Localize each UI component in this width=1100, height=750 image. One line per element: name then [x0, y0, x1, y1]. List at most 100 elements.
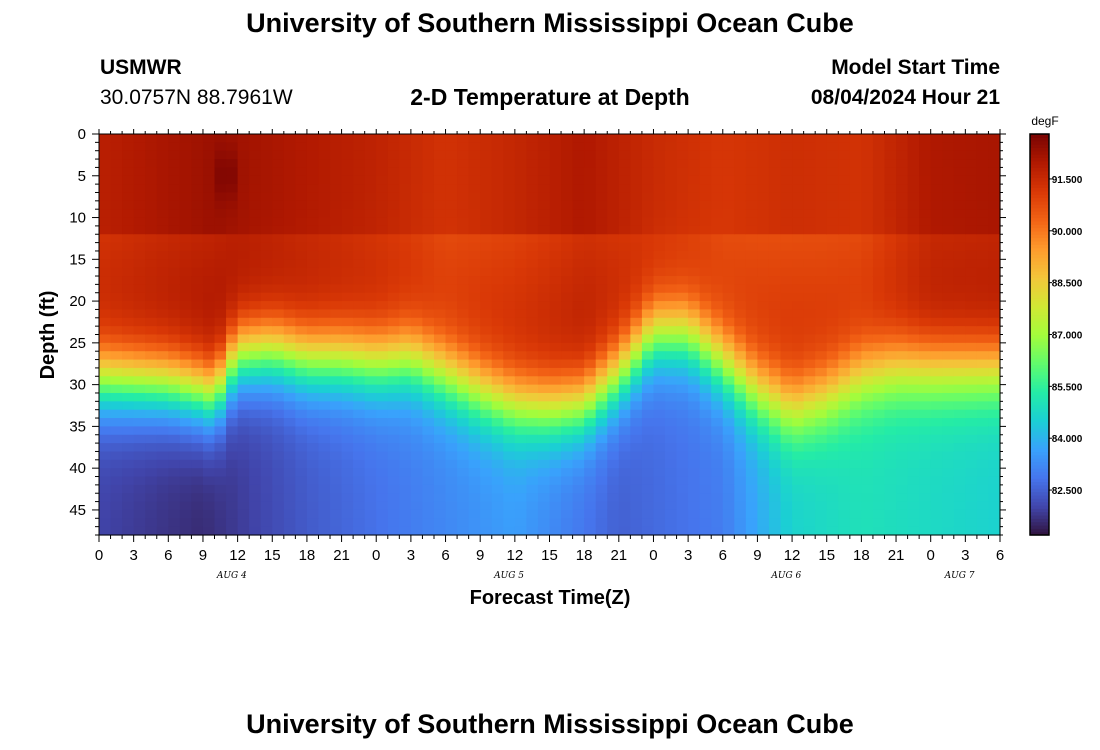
- heatmap-cell: [618, 509, 631, 519]
- heatmap-cell: [884, 192, 897, 202]
- heatmap-cell: [676, 234, 689, 244]
- heatmap-cell: [803, 476, 816, 486]
- heatmap-cell: [341, 426, 354, 436]
- heatmap-cell: [699, 309, 712, 319]
- heatmap-cell: [676, 175, 689, 185]
- heatmap-cell: [306, 242, 320, 252]
- colorbar-segment: [1030, 357, 1049, 362]
- heatmap-cell: [572, 242, 585, 252]
- heatmap-cell: [826, 334, 839, 344]
- heatmap-cell: [457, 434, 470, 444]
- heatmap-cell: [618, 209, 631, 219]
- heatmap-cell: [780, 192, 793, 202]
- heatmap-cell: [641, 267, 655, 277]
- heatmap-cell: [237, 359, 250, 369]
- heatmap-cell: [376, 443, 389, 453]
- heatmap-cell: [122, 209, 135, 219]
- heatmap-cell: [641, 509, 655, 519]
- heatmap-cell: [838, 484, 851, 494]
- heatmap-cell: [745, 284, 759, 294]
- colorbar-segment: [1030, 247, 1049, 252]
- heatmap-cell: [919, 401, 932, 411]
- heatmap-cell: [942, 501, 955, 511]
- heatmap-cell: [653, 200, 666, 210]
- heatmap-cell: [445, 234, 458, 244]
- heatmap-cell: [896, 334, 909, 344]
- heatmap-cell: [537, 250, 551, 260]
- heatmap-cell: [861, 250, 874, 260]
- heatmap-cell: [214, 225, 227, 235]
- heatmap-cell: [861, 434, 874, 444]
- heatmap-cell: [226, 509, 239, 519]
- heatmap-cell: [133, 526, 146, 536]
- heatmap-cell: [330, 484, 343, 494]
- heatmap-cell: [549, 351, 562, 361]
- heatmap-cell: [179, 334, 193, 344]
- heatmap-cell: [942, 401, 955, 411]
- heatmap-cell: [457, 225, 470, 235]
- heatmap-cell: [295, 175, 308, 185]
- colorbar-segment: [1030, 337, 1049, 342]
- heatmap-cell: [318, 209, 331, 219]
- heatmap-cell: [133, 351, 146, 361]
- heatmap-cell: [260, 192, 273, 202]
- heatmap-cell: [711, 209, 724, 219]
- heatmap-cell: [145, 526, 158, 536]
- heatmap-cell: [110, 234, 123, 244]
- heatmap-cell: [249, 342, 262, 352]
- heatmap-cell: [953, 484, 966, 494]
- heatmap-cell: [433, 401, 447, 411]
- heatmap-cell: [976, 334, 990, 344]
- heatmap-cell: [734, 225, 747, 235]
- heatmap-cell: [757, 484, 770, 494]
- heatmap-cell: [399, 242, 412, 252]
- heatmap-cell: [757, 284, 770, 294]
- heatmap-cell: [965, 434, 978, 444]
- colorbar-segment: [1030, 154, 1049, 158]
- heatmap-cell: [988, 217, 1001, 227]
- heatmap-cell: [537, 175, 551, 185]
- y-tick-label: 5: [78, 168, 86, 185]
- heatmap-cell: [480, 409, 493, 419]
- colorbar-segment: [1030, 334, 1049, 339]
- heatmap-cell: [792, 468, 805, 478]
- heatmap-cell: [826, 459, 839, 469]
- heatmap-cell: [780, 384, 793, 394]
- heatmap-cell: [780, 150, 793, 160]
- heatmap-cell: [884, 134, 897, 143]
- heatmap-cell: [653, 484, 666, 494]
- heatmap-cell: [433, 159, 447, 169]
- heatmap-cell: [849, 317, 862, 327]
- heatmap-cell: [826, 284, 839, 294]
- colorbar-segment: [1030, 244, 1049, 249]
- heatmap-cell: [803, 192, 816, 202]
- heatmap-cell: [780, 376, 793, 386]
- heatmap-cell: [745, 501, 759, 511]
- heatmap-cell: [711, 443, 724, 453]
- heatmap-cell: [237, 142, 250, 152]
- heatmap-cell: [907, 351, 920, 361]
- heatmap-cell: [872, 501, 886, 511]
- heatmap-cell: [422, 292, 435, 302]
- heatmap-cell: [942, 392, 955, 402]
- heatmap-cell: [537, 317, 551, 327]
- heatmap-cell: [930, 276, 943, 285]
- heatmap-cell: [191, 509, 204, 519]
- heatmap-cell: [849, 309, 862, 319]
- heatmap-cell: [318, 276, 331, 285]
- heatmap-cell: [988, 326, 1001, 336]
- heatmap-cell: [341, 409, 354, 419]
- heatmap-cell: [699, 351, 712, 361]
- heatmap-cell: [688, 242, 701, 252]
- heatmap-cell: [803, 367, 816, 377]
- heatmap-cell: [976, 384, 990, 394]
- heatmap-cell: [295, 250, 308, 260]
- heatmap-cell: [745, 267, 759, 277]
- heatmap-cell: [272, 309, 285, 319]
- heatmap-cell: [249, 292, 262, 302]
- heatmap-cell: [976, 326, 990, 336]
- heatmap-cell: [433, 209, 447, 219]
- heatmap-cell: [168, 359, 181, 369]
- heatmap-cell: [526, 276, 539, 285]
- heatmap-cell: [641, 401, 655, 411]
